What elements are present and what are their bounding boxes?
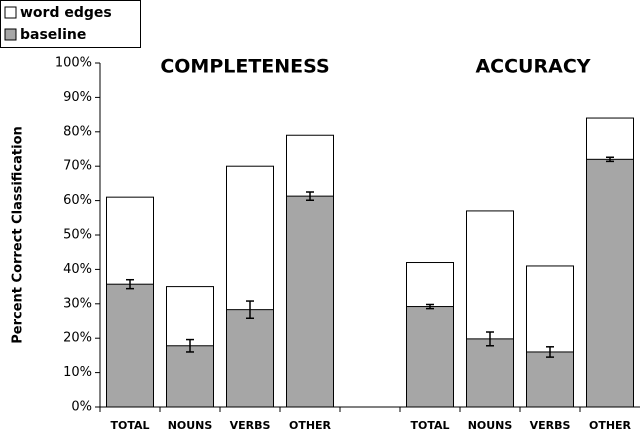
error-bar [606,156,614,163]
bar [166,345,214,408]
bar [106,283,154,408]
bar [286,195,334,408]
x-tick-label: OTHER [289,419,332,432]
y-tick-label: 0% [71,400,92,415]
x-tick-label: TOTAL [410,419,449,432]
y-tick-label: 30% [63,296,92,311]
x-tick-label: OTHER [589,419,632,432]
y-tick-label: 20% [63,331,92,346]
bar [526,351,574,408]
bar [586,158,634,408]
group-title: COMPLETENESS [160,56,329,78]
x-tick-label: NOUNS [468,419,513,432]
x-tick-label: VERBS [530,419,571,432]
legend-label: word edges [20,5,112,21]
error-bar [186,338,194,353]
error-bar [546,346,554,358]
y-tick-label: 60% [63,193,92,208]
y-tick-label: 40% [63,262,92,277]
x-tick-label: TOTAL [110,419,149,432]
group-title: ACCURACY [475,56,590,78]
legend-label: baseline [20,27,86,43]
bar [226,309,274,408]
y-tick-label: 10% [63,365,92,380]
x-tick-label: VERBS [230,419,271,432]
error-bar [246,300,254,319]
legend-box [0,0,141,48]
legend-swatch [4,6,17,19]
y-tick-label: 80% [63,124,92,139]
error-bar [486,331,494,347]
y-tick-label: 70% [63,159,92,174]
error-bar [126,278,134,290]
y-tick-label: 50% [63,228,92,243]
error-bar [306,191,314,202]
y-axis-title: Percent Correct Classification [11,126,26,344]
legend-swatch [4,28,17,41]
y-tick-label: 100% [55,56,92,71]
y-tick-label: 90% [63,90,92,105]
bar [466,338,514,408]
bar [406,306,454,408]
error-bar [426,303,434,310]
x-tick-label: NOUNS [168,419,213,432]
